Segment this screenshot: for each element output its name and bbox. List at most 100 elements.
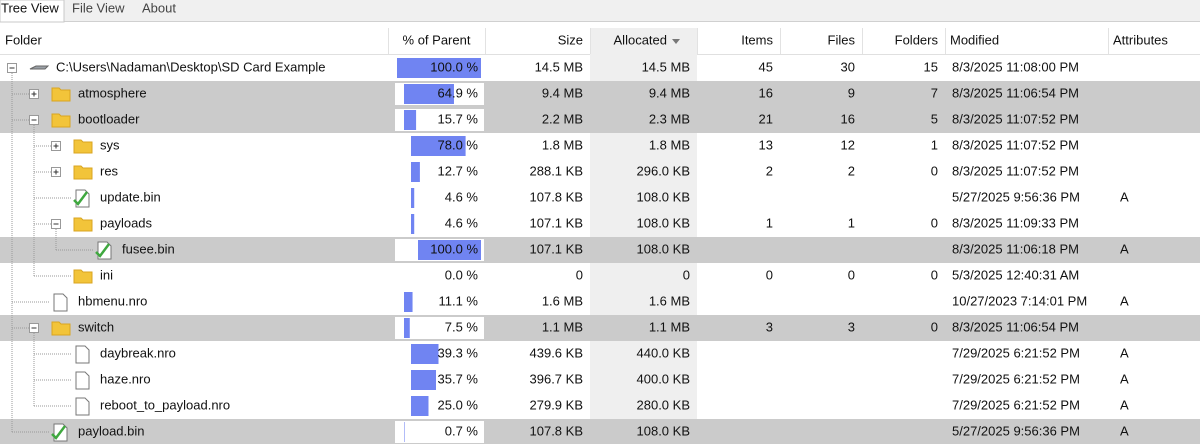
cell-attributes: A: [1120, 423, 1129, 438]
cell-modified: 8/3/2025 11:08:00 PM: [952, 59, 1079, 74]
percent-label: 4.6 %: [445, 215, 479, 230]
column-header[interactable]: Folder: [5, 32, 43, 47]
cell-attributes: A: [1120, 293, 1129, 308]
cell-modified: 7/29/2025 6:21:52 PM: [952, 397, 1080, 412]
cell-folders: 0: [931, 163, 938, 178]
folder-icon: [73, 165, 93, 180]
file-icon: [75, 371, 90, 390]
percent-cell: [395, 421, 484, 443]
column-header[interactable]: Attributes: [1113, 32, 1168, 47]
column-header[interactable]: Folders: [895, 32, 939, 47]
cell-modified: 8/3/2025 11:07:52 PM: [952, 137, 1079, 152]
percent-label: 100.0 %: [430, 241, 478, 256]
folder-icon: [51, 321, 71, 336]
cell-folders: 0: [931, 267, 938, 282]
cell-attributes: A: [1120, 189, 1129, 204]
cell-size: 1.8 MB: [542, 137, 583, 152]
percent-cell: [395, 291, 484, 313]
cell-modified: 10/27/2023 7:14:01 PM: [952, 293, 1087, 308]
percent-bar: [404, 292, 413, 312]
cell-attributes: A: [1120, 241, 1129, 256]
cell-modified: 7/29/2025 6:21:52 PM: [952, 371, 1080, 386]
column-header[interactable]: Files: [828, 32, 856, 47]
percent-label: 64.9 %: [438, 85, 479, 100]
percent-label: 39.3 %: [438, 345, 479, 360]
cell-allocated: 0: [683, 267, 690, 282]
cell-items: 45: [759, 59, 773, 74]
cell-folders: 1: [931, 137, 938, 152]
item-name[interactable]: res: [100, 163, 119, 178]
cell-files: 30: [841, 59, 855, 74]
item-name[interactable]: haze.nro: [100, 371, 151, 386]
cell-folders: 0: [931, 215, 938, 230]
cell-size: 107.1 KB: [530, 241, 584, 256]
item-name[interactable]: switch: [78, 319, 114, 334]
tab-label[interactable]: File View: [72, 0, 125, 15]
cell-folders: 0: [931, 319, 938, 334]
percent-label: 15.7 %: [438, 111, 479, 126]
tab-label[interactable]: About: [142, 0, 176, 15]
percent-label: 35.7 %: [438, 371, 479, 386]
item-name[interactable]: sys: [100, 137, 120, 152]
cell-files: 1: [848, 215, 855, 230]
percent-cell: [395, 317, 484, 339]
cell-items: 3: [766, 319, 773, 334]
item-name[interactable]: ini: [100, 267, 113, 282]
item-name[interactable]: fusee.bin: [122, 241, 175, 256]
cell-size: 1.1 MB: [542, 319, 583, 334]
tab-active[interactable]: [0, 0, 65, 23]
cell-modified: 8/3/2025 11:07:52 PM: [952, 111, 1079, 126]
percent-label: 78.0 %: [438, 137, 479, 152]
item-name[interactable]: atmosphere: [78, 85, 147, 100]
percent-bar: [411, 396, 429, 416]
percent-label: 0.7 %: [445, 423, 479, 438]
folder-icon: [73, 217, 93, 232]
cell-items: 1: [766, 215, 773, 230]
cell-attributes: A: [1120, 345, 1129, 360]
cell-items: 2: [766, 163, 773, 178]
row-highlight: [0, 315, 1200, 341]
item-name[interactable]: hbmenu.nro: [78, 293, 147, 308]
percent-bar: [418, 240, 481, 260]
cell-modified: 5/3/2025 12:40:31 AM: [952, 267, 1079, 282]
cell-size: 107.8 KB: [530, 189, 584, 204]
item-name[interactable]: C:\Users\Nadaman\Desktop\SD Card Example: [56, 59, 326, 74]
item-name[interactable]: reboot_to_payload.nro: [100, 397, 230, 412]
percent-cell: [395, 187, 484, 209]
percent-bar: [411, 162, 420, 182]
cell-modified: 8/3/2025 11:06:54 PM: [952, 319, 1079, 334]
column-header[interactable]: Size: [558, 32, 583, 47]
cell-files: 16: [841, 111, 855, 126]
row-highlight: [0, 419, 1200, 444]
column-header[interactable]: Items: [741, 32, 773, 47]
cell-modified: 5/27/2025 9:56:36 PM: [952, 423, 1080, 438]
spacer: [0, 22, 1200, 28]
column-header[interactable]: Allocated: [614, 32, 667, 47]
cell-size: 14.5 MB: [535, 59, 583, 74]
check-icon: [95, 243, 110, 258]
cell-size: 279.9 KB: [530, 397, 584, 412]
percent-bar: [411, 370, 436, 390]
percent-label: 4.6 %: [445, 189, 479, 204]
row-highlight: [0, 81, 1200, 107]
cell-allocated: 440.0 KB: [637, 345, 691, 360]
cell-allocated: 108.0 KB: [637, 241, 691, 256]
item-name[interactable]: payloads: [100, 215, 153, 230]
item-name[interactable]: daybreak.nro: [100, 345, 176, 360]
cell-files: 12: [841, 137, 855, 152]
cell-modified: 8/3/2025 11:07:52 PM: [952, 163, 1079, 178]
item-name[interactable]: payload.bin: [78, 423, 145, 438]
percent-cell: [395, 109, 484, 131]
column-header[interactable]: % of Parent: [403, 32, 471, 47]
item-name[interactable]: update.bin: [100, 189, 161, 204]
column-header[interactable]: Modified: [950, 32, 999, 47]
percent-bar: [404, 422, 405, 442]
percent-bar: [411, 214, 415, 234]
tab-label[interactable]: Tree View: [1, 0, 59, 15]
item-name[interactable]: bootloader: [78, 111, 140, 126]
cell-allocated: 108.0 KB: [637, 423, 691, 438]
tab-strip: [0, 0, 1200, 22]
cell-allocated: 400.0 KB: [637, 371, 691, 386]
cell-items: 0: [766, 267, 773, 282]
